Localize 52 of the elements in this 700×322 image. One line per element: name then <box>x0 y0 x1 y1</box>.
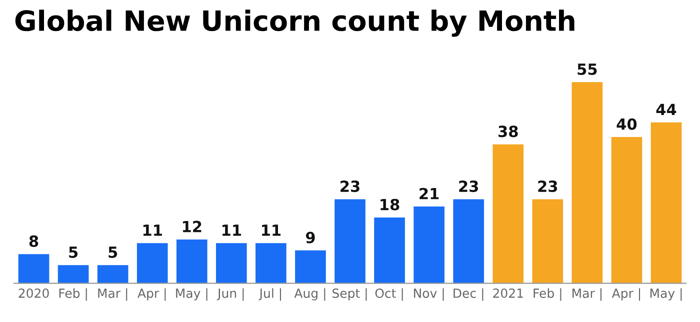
bar <box>216 243 247 284</box>
data-label: 55 <box>578 64 597 75</box>
bar <box>611 136 642 284</box>
chart-title: Global New Unicorn count by Month <box>15 10 574 37</box>
x-tick-label: 2021 <box>493 288 523 298</box>
x-tick-label: Feb | <box>534 288 562 301</box>
data-label: 5 <box>108 246 118 258</box>
bar <box>650 122 682 284</box>
x-tick-label: Mar | <box>572 288 602 301</box>
data-label: 11 <box>222 224 241 236</box>
x-tick-label: Nov | <box>414 288 444 301</box>
x-tick-label: Mar | <box>98 288 128 301</box>
bar <box>414 206 444 284</box>
data-label: 23 <box>340 180 360 192</box>
x-tick-label: Aug | <box>294 288 326 301</box>
bar <box>256 243 286 284</box>
data-label: 40 <box>616 118 637 130</box>
data-label: 9 <box>306 232 315 244</box>
data-label: 12 <box>182 220 202 232</box>
bar <box>176 239 208 284</box>
data-label: 18 <box>380 198 400 210</box>
x-tick-label: Apr | <box>138 288 166 301</box>
data-label: 23 <box>538 180 558 192</box>
x-tick-label: May | <box>176 288 208 301</box>
x-tick-label: Jun | <box>216 288 244 301</box>
bar <box>572 82 603 284</box>
bar <box>453 199 484 284</box>
bar <box>136 243 168 284</box>
data-label: 5 <box>69 246 78 258</box>
bar <box>374 217 405 284</box>
data-label: 11 <box>262 224 281 236</box>
bar <box>334 199 366 284</box>
data-label: 11 <box>143 224 162 236</box>
data-label: 23 <box>459 180 478 192</box>
data-label: 38 <box>498 126 518 138</box>
data-label: 44 <box>656 104 676 116</box>
x-tick-label: Dec | <box>454 288 484 301</box>
data-label: 21 <box>420 188 439 200</box>
bar <box>295 250 326 284</box>
bar <box>58 265 89 284</box>
bar <box>492 144 524 284</box>
bar <box>18 254 50 284</box>
x-tick-label: Feb | <box>59 288 87 301</box>
data-label: 8 <box>29 235 38 247</box>
bar <box>532 199 564 284</box>
bar <box>97 265 128 284</box>
x-tick-label: Apr | <box>612 288 640 301</box>
x-tick-label: Jul | <box>258 288 281 301</box>
x-tick-label: Sept | <box>332 288 367 301</box>
x-tick-label: Oct | <box>375 288 403 301</box>
x-tick-label: 2020 <box>18 288 49 298</box>
x-tick-label: May | <box>650 288 682 301</box>
